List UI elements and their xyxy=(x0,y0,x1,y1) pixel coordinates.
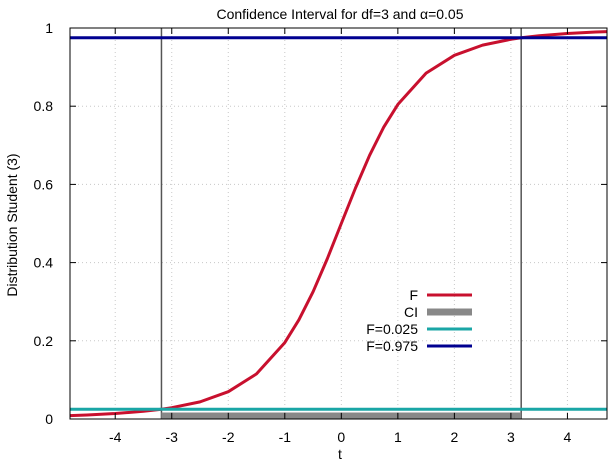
y-axis-label: Distribution Student (3) xyxy=(4,153,20,296)
chart-title: Confidence Interval for df=3 and α=0.05 xyxy=(216,6,463,22)
y-tick-label: 0.8 xyxy=(34,98,54,114)
x-tick-label: 4 xyxy=(564,429,572,445)
x-tick-label: 1 xyxy=(394,429,402,445)
x-tick-label: -1 xyxy=(279,429,292,445)
x-tick-label: 3 xyxy=(507,429,515,445)
legend-label: F=0.975 xyxy=(366,338,418,354)
x-tick-label: 0 xyxy=(337,429,345,445)
plot-border xyxy=(69,27,608,420)
y-tick-label: 0.2 xyxy=(34,333,54,349)
y-tick-label: 0.4 xyxy=(34,255,54,271)
series-layer xyxy=(69,30,608,420)
legend-label: F=0.025 xyxy=(366,321,418,337)
legend-label: F xyxy=(409,287,418,303)
axis-ticks: -4 -3 -2 -1 0 1 2 3 4 0 0.2 0.4 0.6 0.8 1 xyxy=(34,20,607,445)
y-tick-label: 0 xyxy=(45,411,53,427)
y-tick-label: 0.6 xyxy=(34,176,54,192)
x-tick-label: -3 xyxy=(166,429,179,445)
grid xyxy=(70,27,607,420)
x-tick-label: -4 xyxy=(109,429,122,445)
y-tick-label: 1 xyxy=(45,20,53,36)
x-axis-label: t xyxy=(338,446,342,462)
series-line-F xyxy=(69,30,608,418)
legend-label: CI xyxy=(404,304,418,320)
x-tick-label: -2 xyxy=(222,429,235,445)
x-tick-label: 2 xyxy=(450,429,458,445)
ci-boundary-lines xyxy=(160,28,522,419)
